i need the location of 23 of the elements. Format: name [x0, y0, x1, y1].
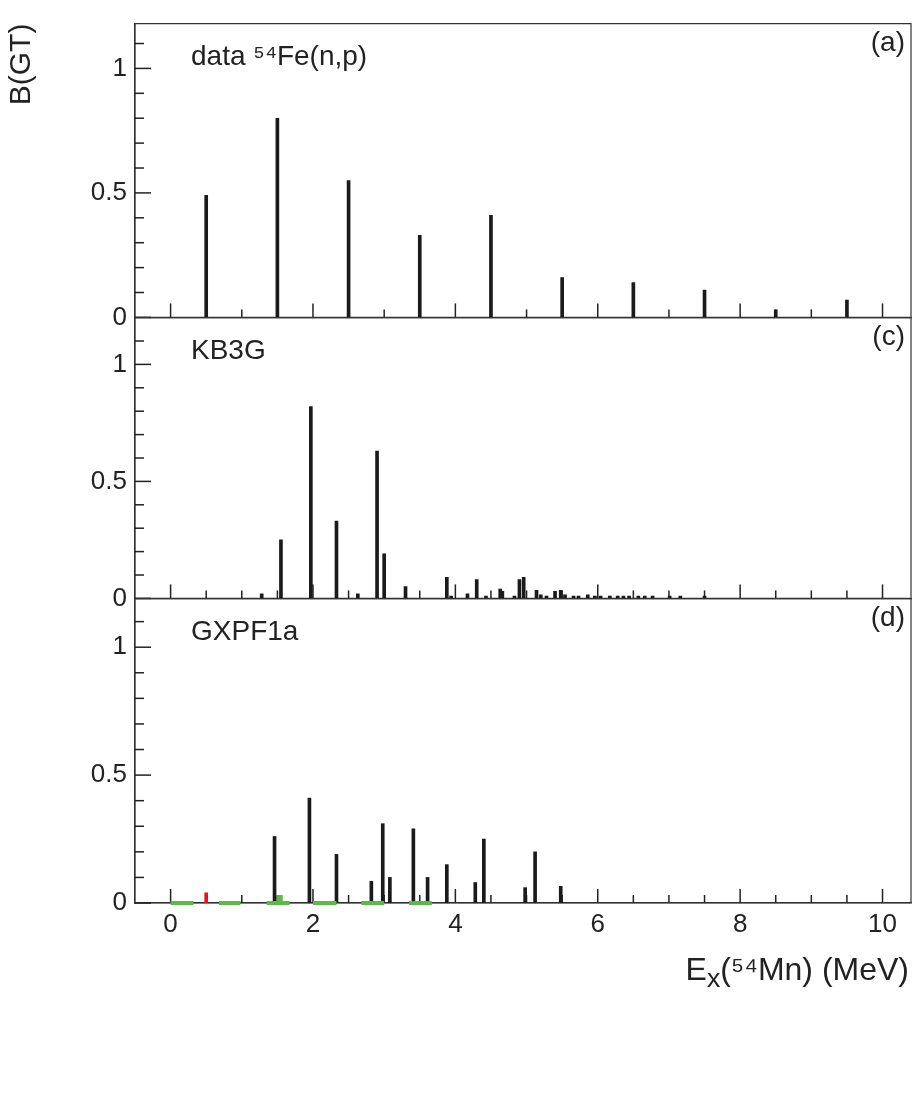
y-tick-label: 0.5: [90, 176, 127, 207]
y-tick-label: 0: [112, 885, 127, 916]
y-tick-label: 0: [112, 300, 127, 331]
y-tick-label: 0.5: [90, 757, 127, 788]
y-tick-label: 0.5: [90, 464, 127, 495]
x-tick-label: 0: [163, 907, 178, 938]
y-tick-label: 1: [112, 629, 127, 660]
y-tick-label: 0: [112, 581, 127, 612]
x-tick-label: 2: [305, 907, 321, 938]
x-tick-label: 4: [448, 907, 463, 938]
y-axis-title: B(GT): [3, 23, 37, 106]
annotation: KB3G: [191, 334, 266, 366]
y-tick-label: 1: [112, 347, 127, 378]
y-tick-label: 1: [112, 51, 127, 82]
annotation: (d): [870, 600, 905, 632]
annotation: data ⁵⁴Fe(n,p): [191, 40, 368, 72]
annotation: (a): [870, 26, 905, 58]
annotation: (c): [872, 320, 905, 352]
x-tick-label: 10: [868, 907, 897, 938]
x-axis-title: E$_{x}$(⁵⁴Mn) (MeV): [685, 950, 909, 994]
annotation: GXPF1a: [191, 614, 299, 646]
x-tick-label: 8: [732, 907, 748, 938]
x-tick-label: 6: [590, 907, 605, 938]
